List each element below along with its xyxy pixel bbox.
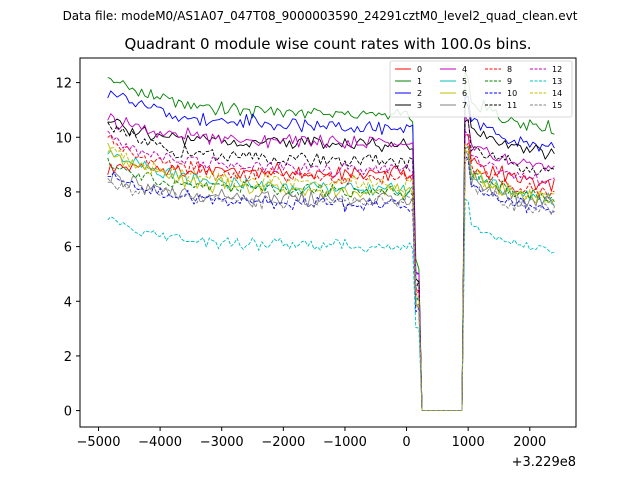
legend-label-4: 4 — [462, 65, 467, 74]
legend-label-13: 13 — [552, 77, 562, 86]
y-tick-label: 10 — [55, 131, 72, 146]
axes-frame — [79, 57, 577, 428]
legend-label-0: 0 — [417, 65, 422, 74]
series-line-12 — [107, 130, 555, 412]
legend-label-14: 14 — [552, 89, 562, 98]
legend-label-5: 5 — [462, 77, 467, 86]
y-tick-label: 2 — [64, 350, 72, 365]
y-tick-label: 8 — [64, 186, 72, 201]
series-line-15 — [107, 155, 555, 412]
x-tick-label: 1000 — [452, 435, 485, 450]
x-tick-label: −1000 — [323, 435, 367, 450]
series-line-6 — [107, 142, 555, 412]
legend-label-10: 10 — [507, 89, 517, 98]
x-axis: −5000 −4000 −3000 −2000 −1000 0 1000 2000 — [76, 427, 546, 450]
legend-label-6: 6 — [462, 89, 467, 98]
legend-label-12: 12 — [552, 65, 562, 74]
legend-label-7: 7 — [462, 101, 467, 110]
legend-label-2: 2 — [417, 89, 422, 98]
x-offset-label: +3.229e8 — [512, 455, 576, 470]
series-line-9 — [107, 146, 555, 412]
chart-suptitle: Data file: modeM0/AS1A07_047T08_90000035… — [63, 9, 578, 23]
series-line-14 — [107, 144, 555, 412]
legend-label-15: 15 — [552, 101, 562, 110]
legend-label-11: 11 — [507, 101, 517, 110]
series-line-8 — [107, 134, 555, 412]
y-tick-label: 0 — [64, 405, 72, 420]
legend-label-3: 3 — [417, 101, 422, 110]
legend-label-9: 9 — [507, 77, 512, 86]
series-line-13 — [107, 198, 555, 412]
series-line-2 — [107, 90, 555, 412]
y-tick-label: 6 — [64, 241, 72, 256]
series-line-0 — [107, 133, 555, 412]
y-tick-label: 4 — [64, 295, 72, 310]
series-line-4 — [107, 113, 555, 412]
series-line-7 — [107, 149, 555, 412]
legend-box — [389, 60, 573, 118]
chart-title: Quadrant 0 module wise count rates with … — [124, 35, 531, 53]
x-tick-label: −4000 — [138, 435, 182, 450]
y-tick-label: 12 — [55, 77, 72, 92]
y-axis: 0 2 4 6 8 10 12 — [55, 77, 80, 420]
x-tick-label: −2000 — [261, 435, 305, 450]
x-tick-label: −3000 — [200, 435, 244, 450]
x-tick-label: 2000 — [513, 435, 546, 450]
x-tick-label: −5000 — [76, 435, 120, 450]
legend-label-8: 8 — [507, 65, 512, 74]
series-line-3 — [107, 101, 555, 412]
legend-label-1: 1 — [417, 77, 422, 86]
series-layer — [107, 70, 555, 412]
series-line-11 — [107, 118, 555, 412]
x-tick-label: 0 — [402, 435, 410, 450]
